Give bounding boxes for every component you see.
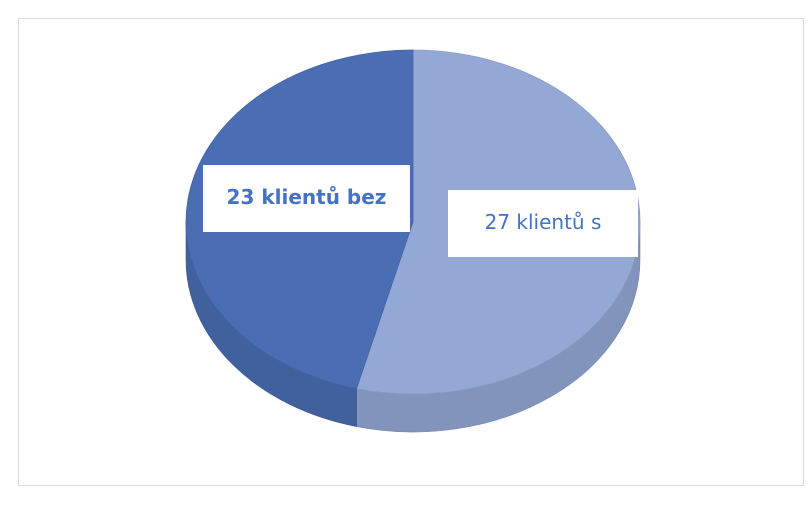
label-box — [203, 165, 410, 232]
data-label: 23 klientů bez — [227, 185, 387, 209]
label-box — [448, 190, 638, 257]
data-label: 27 klientů s — [485, 210, 602, 234]
